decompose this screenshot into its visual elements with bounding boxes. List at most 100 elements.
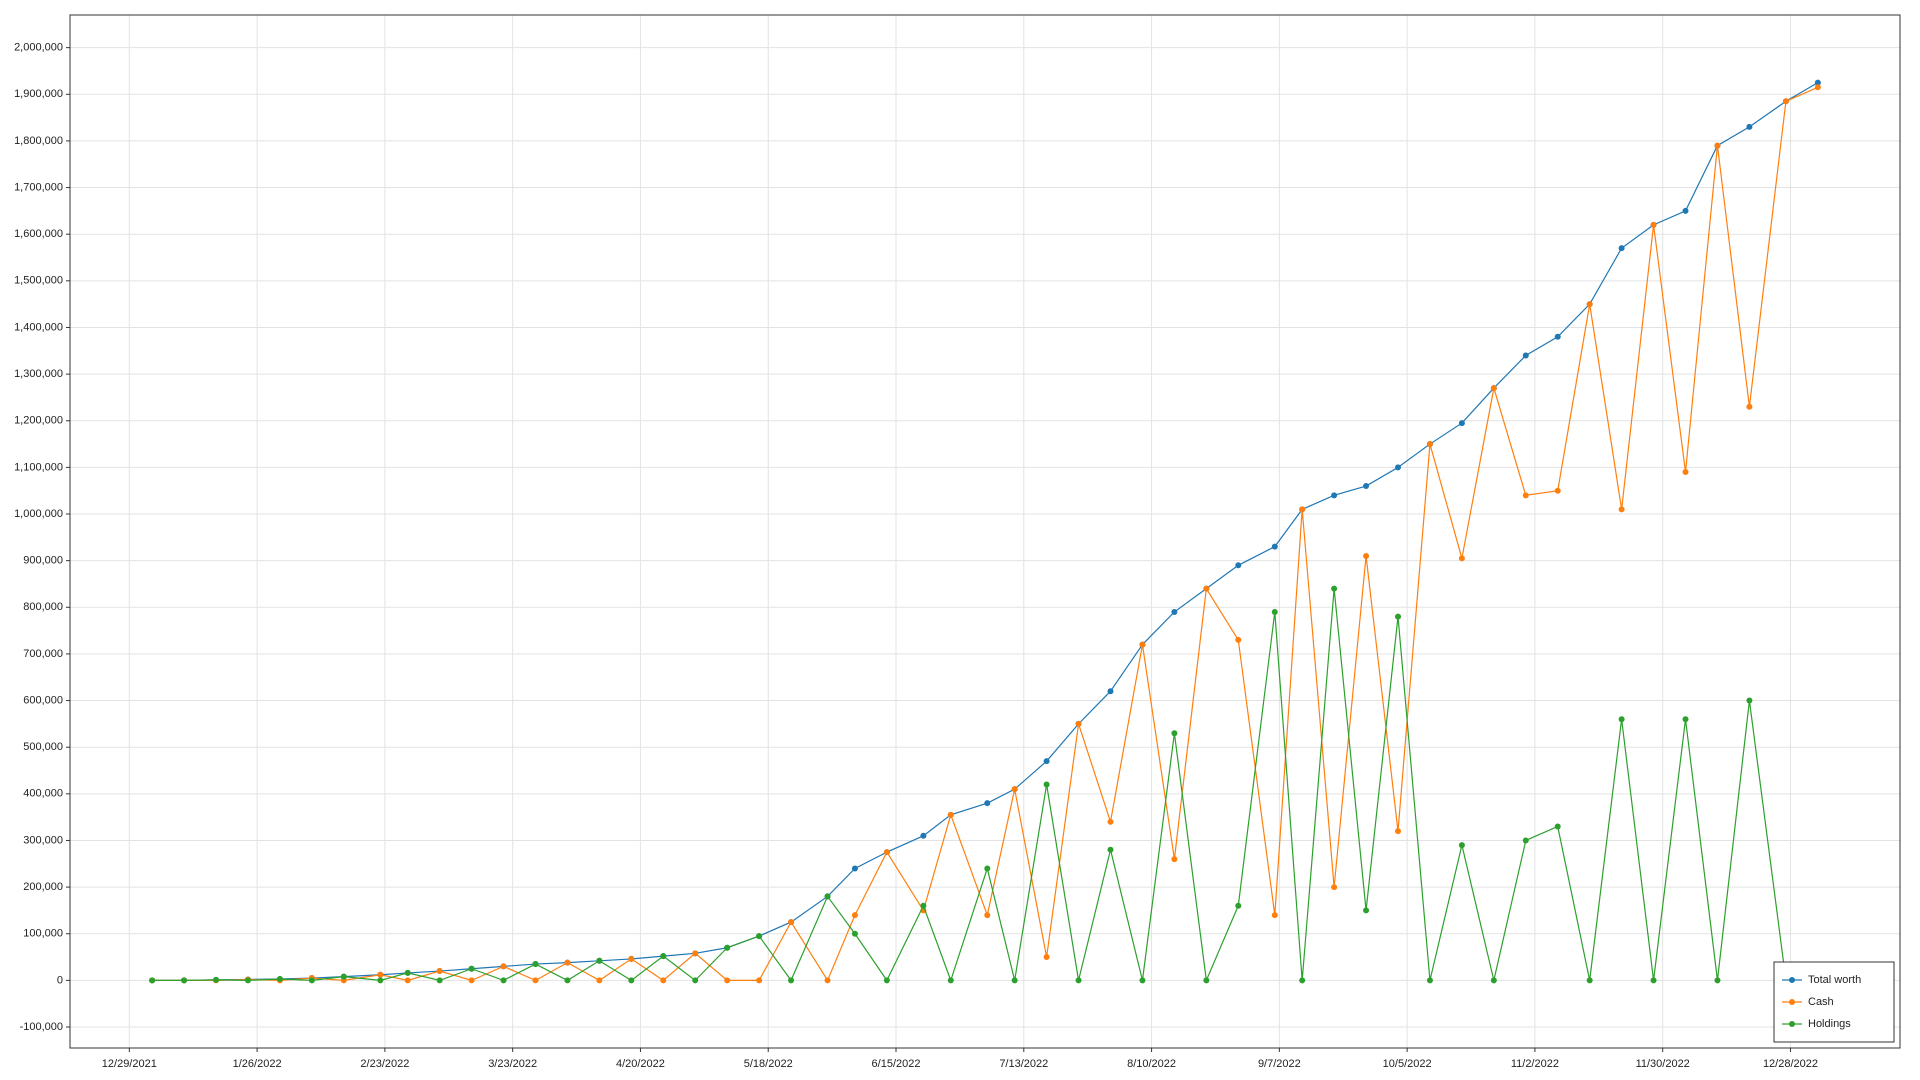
- legend-label: Total worth: [1808, 974, 1861, 986]
- data-point: [436, 977, 443, 984]
- y-tick-label: 1,000,000: [14, 508, 63, 520]
- legend-label: Holdings: [1808, 1018, 1851, 1030]
- data-point: [1682, 207, 1689, 214]
- data-point: [244, 977, 251, 984]
- data-point: [1107, 846, 1114, 853]
- y-tick-label: 1,900,000: [14, 88, 63, 100]
- data-point: [1395, 828, 1402, 835]
- x-tick-label: 8/10/2022: [1127, 1058, 1176, 1070]
- data-point: [149, 977, 156, 984]
- y-tick-label: 2,000,000: [14, 42, 63, 54]
- data-point: [920, 832, 927, 839]
- data-point: [468, 977, 475, 984]
- y-tick-label: 600,000: [23, 694, 63, 706]
- data-point: [788, 919, 795, 926]
- data-point: [468, 965, 475, 972]
- data-point: [1235, 562, 1242, 569]
- y-tick-label: 1,600,000: [14, 228, 63, 240]
- data-point: [1458, 420, 1465, 427]
- data-point: [1618, 506, 1625, 513]
- data-point: [1782, 98, 1789, 105]
- data-point: [1331, 492, 1338, 499]
- data-point: [724, 944, 731, 951]
- data-point: [404, 977, 411, 984]
- data-point: [788, 977, 795, 984]
- x-tick-label: 11/30/2022: [1636, 1058, 1690, 1070]
- data-point: [1139, 977, 1146, 984]
- data-point: [1043, 954, 1050, 961]
- data-point: [340, 973, 347, 980]
- data-point: [947, 977, 954, 984]
- data-point: [920, 902, 927, 909]
- plot-background: [70, 15, 1900, 1048]
- data-point: [1203, 585, 1210, 592]
- data-point: [1271, 543, 1278, 550]
- data-point: [1426, 441, 1433, 448]
- x-tick-label: 7/13/2022: [999, 1058, 1048, 1070]
- data-point: [883, 849, 890, 856]
- data-point: [1650, 977, 1657, 984]
- data-point: [564, 959, 571, 966]
- y-tick-label: 200,000: [23, 881, 63, 893]
- data-point: [436, 968, 443, 975]
- data-point: [1011, 786, 1018, 793]
- data-point: [1235, 902, 1242, 909]
- data-point: [1682, 716, 1689, 723]
- data-point: [1814, 79, 1821, 86]
- data-point: [404, 969, 411, 976]
- x-tick-label: 3/23/2022: [488, 1058, 537, 1070]
- y-tick-label: 1,400,000: [14, 321, 63, 333]
- data-point: [1203, 977, 1210, 984]
- data-point: [824, 893, 831, 900]
- legend: Total worth Cash Holdings: [1773, 961, 1895, 1043]
- data-point: [1299, 977, 1306, 984]
- y-tick-label: 500,000: [23, 741, 63, 753]
- data-point: [628, 955, 635, 962]
- data-point: [984, 800, 991, 807]
- data-point: [276, 975, 283, 982]
- data-point: [1618, 245, 1625, 252]
- data-point: [756, 977, 763, 984]
- data-point: [692, 977, 699, 984]
- data-point: [1714, 142, 1721, 149]
- data-point: [1171, 608, 1178, 615]
- x-tick-label: 1/26/2022: [233, 1058, 282, 1070]
- data-point: [1363, 907, 1370, 914]
- data-point: [1714, 977, 1721, 984]
- data-point: [984, 912, 991, 919]
- legend-marker: [1789, 999, 1795, 1005]
- data-point: [947, 811, 954, 818]
- x-tick-label: 10/5/2022: [1383, 1058, 1432, 1070]
- y-tick-label: 400,000: [23, 788, 63, 800]
- data-point: [1331, 884, 1338, 891]
- y-tick-label: 900,000: [23, 555, 63, 567]
- y-tick-label: 300,000: [23, 834, 63, 846]
- plot-frame: [69, 14, 1901, 1049]
- data-point: [851, 912, 858, 919]
- y-tick-label: 100,000: [23, 928, 63, 940]
- data-point: [1075, 720, 1082, 727]
- data-point: [1395, 464, 1402, 471]
- legend-marker: [1789, 977, 1795, 983]
- data-point: [1235, 636, 1242, 643]
- data-point: [724, 977, 731, 984]
- data-point: [1746, 403, 1753, 410]
- data-point: [1075, 977, 1082, 984]
- x-tick-label: 9/7/2022: [1258, 1058, 1301, 1070]
- data-point: [756, 933, 763, 940]
- y-tick-label: 1,800,000: [14, 135, 63, 147]
- data-point: [532, 961, 539, 968]
- data-point: [532, 977, 539, 984]
- data-point: [1522, 492, 1529, 499]
- data-point: [377, 977, 384, 984]
- data-point: [1043, 781, 1050, 788]
- data-point: [1586, 977, 1593, 984]
- data-point: [1011, 977, 1018, 984]
- data-point: [1650, 221, 1657, 228]
- data-point: [851, 865, 858, 872]
- data-point: [1271, 608, 1278, 615]
- data-point: [660, 953, 667, 960]
- data-point: [181, 977, 188, 984]
